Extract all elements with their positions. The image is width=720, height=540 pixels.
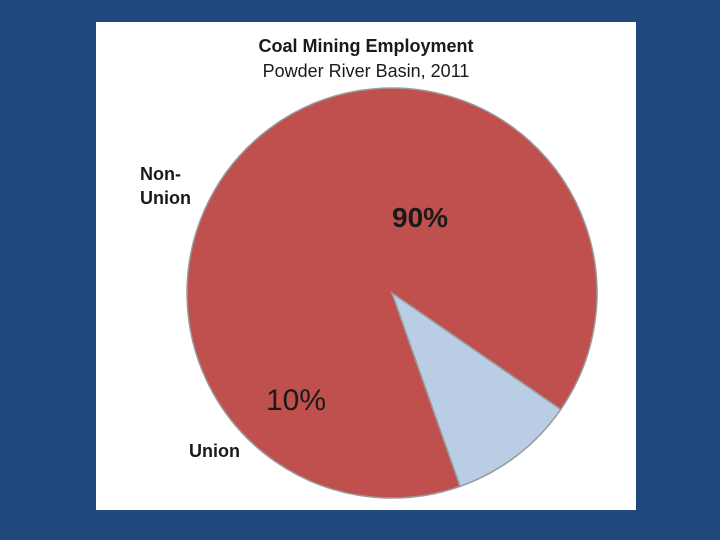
pie-chart [186, 87, 598, 499]
chart-panel: Coal Mining Employment Powder River Basi… [96, 22, 636, 510]
slice-label-nonunion: Non- Union [140, 164, 191, 208]
chart-subtitle: Powder River Basin, 2011 [262, 61, 470, 81]
data-label-nonunion: 90% [392, 202, 449, 233]
data-label-union: 10% [266, 384, 327, 417]
chart-title: Coal Mining Employment [258, 36, 474, 56]
pie-slice-union [390, 291, 562, 488]
slice-label-union: Union [189, 441, 240, 461]
